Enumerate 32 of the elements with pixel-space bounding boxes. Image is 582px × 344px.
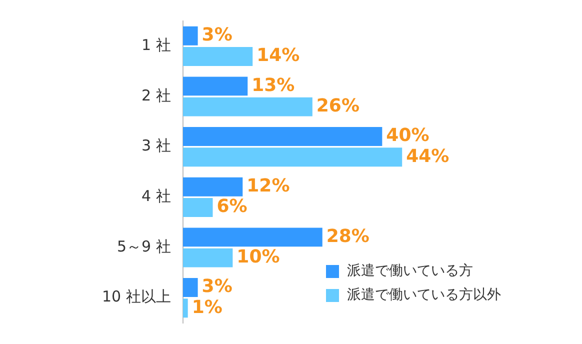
bar bbox=[182, 298, 188, 318]
data-label: 12% bbox=[246, 176, 290, 197]
data-label: 1% bbox=[192, 296, 222, 318]
y-tick-label: 1 社 bbox=[142, 36, 171, 54]
bar bbox=[182, 248, 233, 268]
data-label: 6% bbox=[216, 196, 248, 218]
data-label: 10% bbox=[236, 246, 280, 268]
bar bbox=[182, 148, 402, 167]
bar bbox=[182, 76, 248, 96]
legend-label: 派遣で働いている方以外 bbox=[347, 286, 501, 304]
y-tick-label: 10 社以上 bbox=[102, 288, 171, 306]
data-label: 3% bbox=[202, 276, 232, 298]
bar bbox=[182, 198, 213, 217]
y-tick-label: 2 社 bbox=[142, 86, 171, 104]
y-tick-label: 5～9 社 bbox=[116, 237, 171, 256]
data-label: 28% bbox=[326, 226, 370, 247]
bar bbox=[182, 46, 253, 66]
data-label: 3% bbox=[202, 24, 232, 46]
data-label: 44% bbox=[406, 146, 450, 167]
y-tick-label: 3 社 bbox=[142, 136, 171, 155]
y-tick-label: 4 社 bbox=[142, 187, 171, 206]
bar bbox=[182, 278, 198, 298]
bar bbox=[182, 26, 198, 46]
legend-label: 派遣で働いている方 bbox=[347, 262, 473, 280]
bar bbox=[182, 228, 322, 247]
data-label: 26% bbox=[316, 95, 360, 116]
bar bbox=[182, 177, 243, 196]
data-label: 13% bbox=[252, 74, 295, 96]
data-label: 14% bbox=[256, 45, 300, 66]
bar bbox=[182, 97, 312, 116]
bar bbox=[182, 127, 382, 146]
data-label: 40% bbox=[386, 125, 430, 146]
